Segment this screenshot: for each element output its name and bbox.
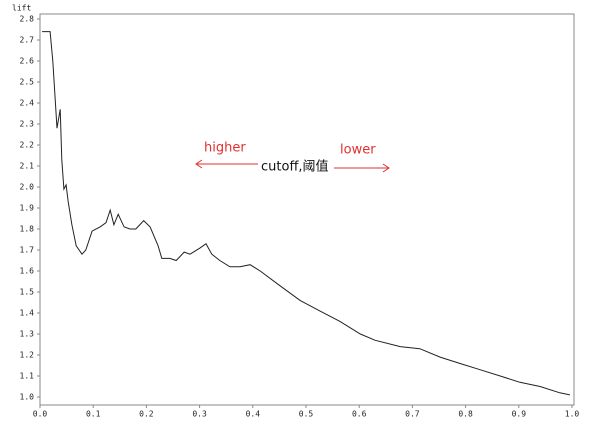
x-tick-label: 0.5 [299, 410, 314, 419]
y-tick-label: 1.3 [20, 330, 35, 339]
annotation-cutoff: cutoff,阈值 [261, 159, 329, 175]
y-tick-label: 1.6 [20, 267, 35, 276]
plot-frame [39, 13, 575, 406]
annotation-lower: lower [340, 143, 376, 158]
x-tick-label: 0.6 [352, 410, 367, 419]
x-tick-label: 0.7 [405, 410, 420, 419]
y-tick-label: 2.4 [20, 99, 35, 108]
y-tick-label: 1.1 [20, 372, 35, 381]
x-tick-label: 0.4 [246, 410, 261, 419]
x-tick-label: 0.8 [458, 410, 473, 419]
line [42, 31, 571, 396]
arrows [195, 159, 390, 173]
y-axis-label: lift [12, 4, 31, 13]
y-tick-label: 2.0 [20, 183, 35, 192]
y-tick-label: 2.2 [20, 141, 35, 150]
y-tick-label: 2.8 [20, 15, 35, 24]
y-tick-label: 2.5 [20, 78, 35, 87]
y-tick-label: 1.2 [20, 351, 35, 360]
y-tick-label: 1.4 [20, 309, 35, 318]
x-tick-label: 0.0 [33, 410, 48, 419]
y-tick-label: 2.6 [20, 57, 35, 66]
x-tick-label: 0.1 [86, 410, 101, 419]
y-tick-label: 1.7 [20, 246, 35, 255]
x-tick-label: 0.9 [512, 410, 527, 419]
x-tick-label: 0.2 [139, 410, 154, 419]
arrow-right [334, 163, 390, 173]
y-tick-label: 1.8 [20, 225, 35, 234]
y-tick-label: 2.7 [20, 36, 35, 45]
y-tick-label: 1.5 [20, 288, 35, 297]
y-tick-label: 2.1 [20, 162, 35, 171]
annotation-higher: higher [204, 141, 246, 156]
x-tick-label: 1.0 [565, 410, 580, 419]
arrow-left [195, 159, 258, 169]
y-tick-label: 2.3 [20, 120, 35, 129]
y-tick-label: 1.0 [20, 393, 35, 402]
x-tick-label: 0.3 [192, 410, 207, 419]
y-tick-label: 1.9 [20, 204, 35, 213]
